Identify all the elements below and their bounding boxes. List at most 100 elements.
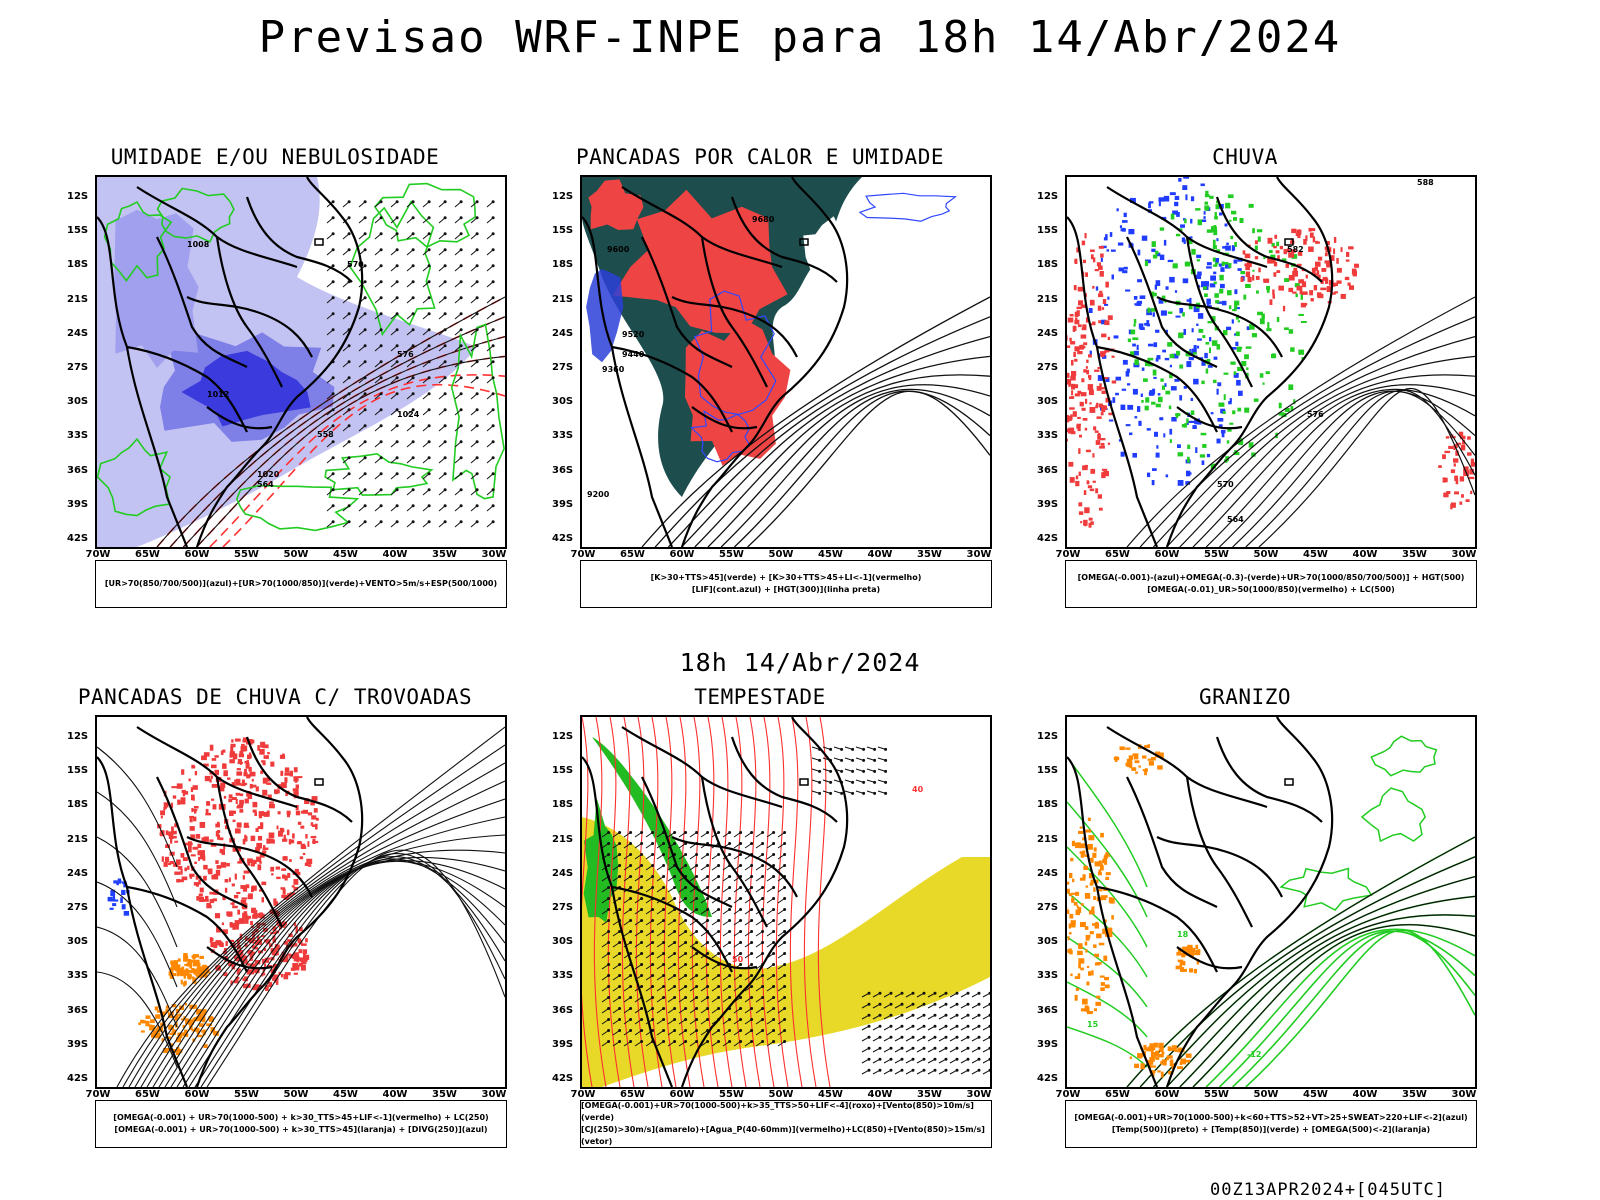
brasilia-box: [1284, 778, 1294, 786]
main-title: Previsao WRF-INPE para 18h 14/Abr/2024: [258, 12, 1342, 63]
latitude-tick-label: 24S: [552, 867, 574, 879]
latitude-tick-label: 18S: [1037, 259, 1059, 271]
latitude-tick-label: 12S: [1037, 191, 1059, 202]
contour-label: 582: [1287, 245, 1304, 254]
latitude-tick-label: 36S: [1037, 464, 1059, 476]
longitude-tick-label: 45W: [333, 549, 358, 560]
panel-legend: [OMEGA(-0.001) + UR>70(1000-500) + k>30_…: [95, 1100, 507, 1148]
latitude-tick-label: 24S: [552, 327, 574, 339]
country-border: [1176, 406, 1243, 430]
map-plot: 9680 9600 9520 9440 9360 9200: [580, 175, 992, 549]
latitude-tick-label: 18S: [552, 259, 574, 271]
latitude-tick-label: 21S: [552, 293, 574, 305]
humidity-dark-blue: [181, 350, 311, 427]
longitude-tick-label: 65W: [1105, 1089, 1130, 1100]
legend-line: [OMEGA(-0.001)-(azul)+OMEGA(-0.3)-(verde…: [1077, 573, 1465, 582]
longitude-tick-label: 55W: [1204, 1089, 1229, 1100]
red-instability-area: [588, 179, 644, 230]
longitude-tick-label: 60W: [1154, 549, 1180, 560]
latitude-tick-label: 12S: [552, 191, 574, 202]
country-border: [1176, 946, 1243, 970]
country-border: [1185, 776, 1253, 928]
wind-vectors: [326, 200, 495, 528]
longitude-tick-label: 40W: [1352, 1089, 1378, 1100]
longitude-tick-label: 65W: [135, 1089, 160, 1100]
latitude-tick-label: 12S: [67, 191, 89, 202]
legend-line: [OMEGA(-0.001) + UR>70(1000-500) + k>30_…: [114, 1125, 488, 1134]
legend-line: [OMEGA(-0.01)_UR>50(1000/850)(vermelho) …: [1147, 585, 1395, 594]
coastline-east: [680, 177, 849, 547]
country-border: [1185, 236, 1253, 388]
lif-contours: [690, 192, 958, 463]
latitude-tick-label: 24S: [67, 327, 89, 339]
country-border: [136, 726, 298, 809]
longitude-tick-label: 50W: [768, 549, 794, 560]
panel-title: PANCADAS DE CHUVA C/ TROVOADAS: [77, 685, 473, 709]
contour-labels: 588 582 576 570 564: [1217, 178, 1434, 524]
country-border: [1096, 885, 1218, 973]
coastline-east: [1165, 177, 1334, 547]
country-border: [700, 776, 768, 928]
latitude-tick-label: 15S: [1037, 225, 1059, 237]
country-border: [691, 406, 758, 430]
longitude-tick-label: 55W: [234, 1089, 259, 1100]
longitude-tick-label: 60W: [669, 1089, 695, 1100]
legend-line: [OMEGA(-0.001) + UR>70(1000-500) + k>30_…: [113, 1113, 489, 1122]
panel-legend: [OMEGA(-0.001)-(azul)+OMEGA(-0.3)-(verde…: [1065, 560, 1477, 608]
jet-stream-yellow: [582, 817, 990, 1087]
country-border: [206, 946, 273, 970]
longitude-tick-label: 70W: [570, 549, 596, 560]
panel-title: PANCADAS POR CALOR E UMIDADE: [575, 145, 944, 169]
latitude-tick-label: 42S: [552, 533, 574, 544]
isolines: [641, 296, 990, 547]
no-data-gap: [803, 216, 844, 305]
temp850-contours: [1067, 735, 1438, 1068]
latitude-tick-label: 21S: [67, 293, 89, 305]
longitude-tick-label: 70W: [85, 1089, 111, 1100]
panel-title: GRANIZO: [1198, 685, 1291, 709]
contour-label: 9680: [752, 215, 775, 224]
latitude-tick-label: 24S: [1037, 327, 1059, 339]
country-border: [1215, 736, 1323, 823]
country-border: [126, 345, 248, 433]
latitude-tick-label: 18S: [67, 799, 89, 811]
latitude-tick-label: 21S: [1037, 833, 1059, 845]
longitude-tick-label: 60W: [184, 549, 210, 560]
latitude-tick-label: 15S: [67, 765, 89, 777]
longitude-tick-label: 35W: [1402, 549, 1427, 560]
country-border: [730, 196, 838, 283]
latitude-tick-label: 12S: [1037, 731, 1059, 742]
latitude-tick-label: 27S: [67, 362, 89, 373]
longitude-tick-label: 50W: [1253, 549, 1279, 560]
latitude-tick-label: 42S: [67, 1073, 89, 1084]
contour-label: 9200: [587, 490, 610, 499]
latitude-tick-label: 30S: [552, 936, 574, 948]
panel-title: CHUVA: [1212, 145, 1278, 169]
longitude-tick-label: 45W: [333, 1089, 358, 1100]
contour-label: 1008: [187, 240, 210, 249]
contour-label: 15: [1087, 1020, 1099, 1029]
longitude-tick-label: 70W: [85, 549, 111, 560]
country-border: [1096, 345, 1218, 433]
latitude-tick-label: 21S: [67, 833, 89, 845]
map-borders: [97, 717, 364, 1087]
contour-label: 9600: [607, 245, 630, 254]
latitude-tick-label: 30S: [67, 396, 89, 408]
legend-line: [K>30+TTS>45](verde) + [K>30+TTS>45+LI<-…: [650, 573, 922, 582]
latitude-tick-label: 42S: [1037, 533, 1059, 544]
latitude-tick-label: 30S: [67, 936, 89, 948]
latitude-tick-label: 21S: [552, 833, 574, 845]
longitude-tick-label: 50W: [768, 1089, 794, 1100]
country-border: [611, 885, 733, 973]
latitude-tick-label: 12S: [67, 731, 89, 742]
latitude-tick-label: 42S: [552, 1073, 574, 1084]
latitude-tick-label: 30S: [1037, 936, 1059, 948]
legend-line: [CJ(250)>30m/s](amarelo)+[Agua_P(40-60mm…: [581, 1125, 985, 1146]
latitude-tick-label: 33S: [552, 970, 574, 982]
latitude-tick-label: 21S: [1037, 293, 1059, 305]
latitude-tick-label: 15S: [552, 225, 574, 237]
longitude-tick-label: 30W: [481, 1089, 507, 1100]
longitude-tick-label: 55W: [1204, 549, 1229, 560]
country-border: [1126, 236, 1218, 368]
country-border: [215, 236, 283, 388]
